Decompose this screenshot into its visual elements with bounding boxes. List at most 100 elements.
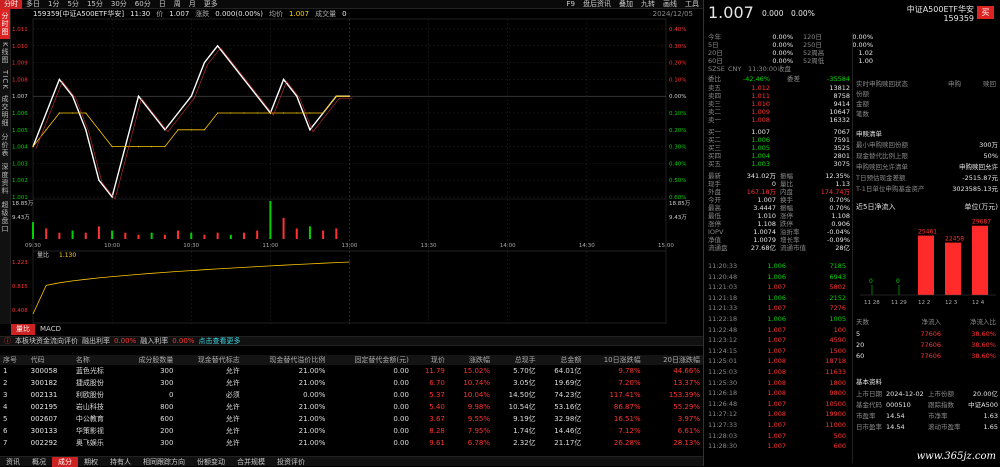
series-point (98, 179, 100, 181)
top-tab-5[interactable]: 30分 (110, 0, 127, 8)
top-right-5[interactable]: 工具 (685, 0, 699, 8)
col-header[interactable]: 名称 (72, 355, 120, 365)
col-header[interactable]: 总现手 (493, 355, 539, 365)
table-row[interactable]: 4 002195 岩山科技 800 允许 21.00% 0.00 5.40 9.98% 10.54… (0, 401, 703, 413)
alert-bar[interactable]: ⓘ 本板块资金流向评价 融出利率 0.00% 融入利率 0.00% 点击查看更多 (0, 336, 703, 346)
cell: 1.007 (767, 346, 786, 355)
top-tab-7[interactable]: 日 (158, 0, 166, 8)
cell: 买四 (708, 152, 721, 160)
indicator-tab-0[interactable]: 量比 (11, 324, 35, 335)
y-tick-left: 1.007 (12, 94, 28, 100)
bottom-tab-2[interactable]: 成分 (52, 456, 78, 467)
left-tab-1[interactable]: K线图 (1, 42, 9, 64)
col-header[interactable]: 成分股数量 (119, 355, 177, 365)
bottom-tab-1[interactable]: 概况 (32, 457, 46, 466)
series-point (335, 95, 337, 97)
col-header[interactable]: 现价 (411, 355, 448, 365)
bottom-tab-0[interactable]: 资讯 (6, 457, 20, 466)
y-tick-right: 0.50% (669, 178, 686, 184)
table-cell: 21.17亿 (554, 439, 582, 447)
table-header: 序号 代码 名称 成分股数量 现金替代标志 现金替代溢价比例 固定替代金额(元) 现价 涨跌幅总… (0, 355, 703, 365)
cell: 0.70% (829, 204, 850, 212)
cell: 1.003 (751, 160, 770, 168)
left-tab-0[interactable]: 分时图 (0, 9, 10, 39)
cell: 中证A500 (968, 401, 998, 409)
col-header[interactable]: 涨跌幅 (447, 355, 494, 365)
col-header[interactable]: 代码 (27, 355, 73, 365)
table-row[interactable]: 6 300133 华策影视 200 允许 21.00% 0.00 8.28 7.95% 1.74亿… (0, 425, 703, 437)
cell: 1.005 (751, 144, 770, 152)
top-tab-3[interactable]: 5分 (67, 0, 79, 8)
cell: 金额 (856, 100, 869, 108)
top-right-1[interactable]: 盘后资讯 (583, 0, 611, 8)
bottom-tab-8[interactable]: 投资评价 (277, 457, 305, 466)
col-header[interactable]: 序号 (0, 355, 28, 365)
table-row[interactable]: 5 002607 中公教育 600 允许 21.00% 0.00 3.67 9.55% 9.19亿… (0, 413, 703, 425)
table-cell: 9.98% (467, 403, 491, 411)
top-right-3[interactable]: 九转 (641, 0, 655, 8)
table-cell: 允许 (225, 403, 240, 411)
top-tab-4[interactable]: 15分 (86, 0, 103, 8)
cell: 1.007 (767, 442, 786, 451)
lower-tick: 0.815 (12, 284, 28, 290)
table-cell: 002195 (30, 403, 58, 411)
alert-more-link[interactable]: 点击查看更多 (198, 337, 241, 345)
bottom-tab-4[interactable]: 持有人 (110, 457, 131, 466)
top-tab-6[interactable]: 60分 (134, 0, 151, 8)
cell: 振幅 (780, 172, 793, 180)
table-cell: 8.28 (429, 427, 445, 435)
col-header[interactable]: 总金额 (538, 355, 585, 365)
top-tab-2[interactable]: 1分 (48, 0, 60, 8)
top-right-4[interactable]: 画线 (663, 0, 677, 8)
col-header[interactable]: 现金替代溢价比例 (242, 355, 329, 365)
cell: 申购赎回允许 (959, 163, 998, 171)
col-header[interactable]: 固定替代金额(元) (328, 355, 412, 365)
left-tab-5[interactable]: 深度资料 (1, 163, 9, 196)
indicator-tab-1[interactable]: MACD (40, 325, 61, 333)
series-point (230, 62, 232, 64)
top-tab-1[interactable]: 多日 (26, 0, 40, 8)
buy-level: 买四 1.004 2801 (708, 152, 997, 160)
left-tab-6[interactable]: 超级盘口 (1, 201, 9, 234)
top-tab-8[interactable]: 周 (173, 0, 181, 8)
quote-row: 最高 3.4447 振幅 0.70% (708, 204, 997, 212)
table-row[interactable]: 7 002292 奥飞娱乐 300 允许 21.00% 0.00 9.61 6.78% 2.32亿… (0, 437, 703, 449)
left-tab-2[interactable]: TICK (1, 69, 9, 90)
top-tab-10[interactable]: 更多 (203, 0, 218, 8)
top-tab-9[interactable]: 月 (188, 0, 196, 8)
cell: 11:27:33 (708, 421, 738, 429)
top-tab-0[interactable]: 分时 (0, 0, 22, 9)
bottom-tab-5[interactable]: 相同跟踪方向 (143, 457, 185, 466)
series-point (190, 129, 192, 131)
col-header[interactable]: 10日涨跌幅 (584, 355, 644, 365)
series-point (217, 112, 219, 114)
sell-level: 卖二 1.009 10647 (708, 108, 997, 116)
basic-row: 基金代码 000510 跟踪指数 中证A500 (856, 401, 998, 409)
buy-level: 买一 1.007 7067 (708, 128, 997, 136)
cell: 8758 (833, 92, 850, 100)
col-header[interactable]: 20日涨跌幅 (643, 355, 703, 365)
left-tab-3[interactable]: 成交明细 (1, 95, 9, 128)
table-row[interactable]: 1 300058 蓝色光标 300 允许 21.00% 0.00 11.79 15.02% 5.7… (0, 365, 703, 377)
quote-row: 净值 1.0079 增长率 -0.09% (708, 236, 997, 244)
flow-date: 12 2 (918, 300, 930, 306)
table-cell: 5.70亿 (513, 367, 536, 375)
cell: 0.70% (829, 196, 850, 204)
table-row[interactable]: 2 300182 捷成股份 300 允许 21.00% 0.00 6.70 10.74% 3.05… (0, 377, 703, 389)
cell: 1.007 (757, 196, 776, 204)
left-tab-4[interactable]: 分价表 (1, 133, 9, 158)
col-header[interactable]: 现金替代标志 (176, 355, 243, 365)
bottom-tab-6[interactable]: 份额变动 (197, 457, 225, 466)
bottom-tab-3[interactable]: 期权 (84, 457, 98, 466)
cell: 现手 (708, 180, 721, 188)
cell: 38.60% (971, 330, 996, 338)
bottom-tab-7[interactable]: 合并规模 (237, 457, 265, 466)
buy-button[interactable]: 买 (977, 6, 994, 19)
cell: 60日 (708, 57, 723, 65)
quote-row: 最新 341.02万 振幅 12.35% (708, 172, 997, 180)
top-right-2[interactable]: 叠加 (619, 0, 633, 8)
table-row[interactable]: 3 002131 利欧股份 0 必须 0.00% 0.00 5.37 10.04% 14.50亿 7… (0, 389, 703, 401)
cell: 流通盘 (708, 244, 728, 252)
cell: 7276 (829, 304, 846, 313)
top-right-0[interactable]: F9 (566, 0, 575, 8)
